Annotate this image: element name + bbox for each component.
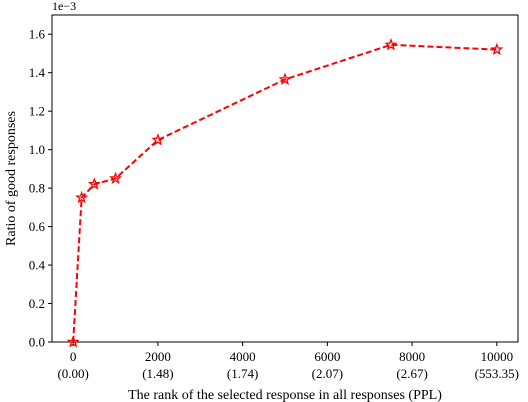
x-tick-label: 4000	[230, 349, 256, 364]
y-axis-scale-label: 1e−3	[52, 0, 76, 13]
y-tick-label: 0.8	[29, 181, 45, 196]
x-tick-label: 0	[70, 349, 77, 364]
x-tick-sublabel: (1.74)	[227, 366, 258, 381]
x-tick-sublabel: (2.07)	[312, 366, 343, 381]
x-tick-sublabel: (1.48)	[142, 366, 173, 381]
x-tick-label: 8000	[399, 349, 425, 364]
x-tick-label: 10000	[481, 349, 514, 364]
series-layer	[66, 37, 504, 348]
y-tick-label: 1.6	[29, 27, 46, 42]
data-point-marker	[75, 190, 89, 204]
data-point-marker	[66, 335, 80, 348]
y-tick-label: 0.2	[29, 296, 45, 311]
y-tick-label: 0.4	[29, 258, 46, 273]
series-line	[72, 43, 497, 343]
data-point-marker	[87, 177, 101, 190]
data-point-marker	[490, 42, 504, 56]
y-tick-label: 0.0	[29, 335, 45, 350]
y-tick-label: 1.4	[29, 65, 46, 80]
data-point-marker	[109, 171, 123, 185]
data-point-marker	[151, 133, 165, 146]
y-axis-title: Ratio of good responses	[4, 111, 19, 246]
x-tick-sublabel: (0.00)	[57, 366, 88, 381]
x-tick-sublabel: (553.35)	[475, 366, 519, 381]
y-tick-label: 0.6	[29, 219, 46, 234]
axes: 0.0 0.2 0.4 0.6 0.8 1.0 1.2 1.4 1.6 0 (0.00) 2000 (1…	[29, 14, 519, 381]
y-tick-label: 1.2	[29, 104, 45, 119]
x-axis-title: The rank of the selected response in all…	[128, 388, 442, 402]
x-tick-sublabel: (2.67)	[396, 366, 427, 381]
y-tick-label: 1.0	[29, 142, 45, 157]
data-point-marker	[384, 37, 398, 51]
data-point-marker	[278, 72, 292, 85]
plot-frame	[51, 14, 519, 343]
x-tick-label: 2000	[145, 349, 171, 364]
x-tick-label: 6000	[314, 349, 340, 364]
